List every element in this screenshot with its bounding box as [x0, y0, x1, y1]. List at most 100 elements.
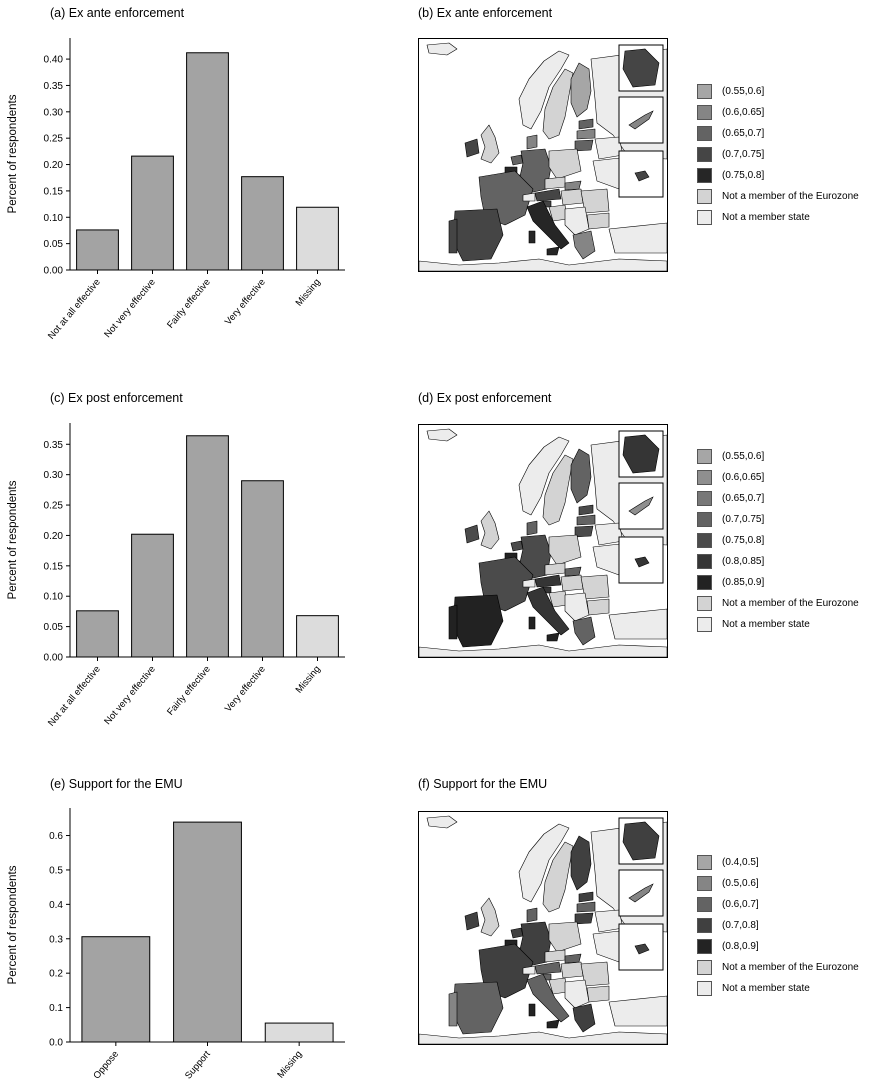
legend-swatch: [697, 876, 712, 891]
country-latvia: [576, 901, 596, 913]
legend-swatch: [697, 210, 712, 225]
y-tick-label: 0.20: [44, 160, 64, 171]
x-tick-label: Support: [183, 1049, 213, 1082]
map-ex-ante: [418, 38, 668, 272]
country-nl: [510, 927, 524, 939]
legend-label: (0.8,0.9]: [722, 941, 759, 952]
legend-label: Not a member state: [722, 619, 810, 630]
country-sicily: [546, 246, 560, 256]
bar-very-effective: [241, 176, 284, 271]
bar-not-very-effective: [131, 533, 174, 658]
y-tick-label: 0.25: [44, 134, 64, 145]
country-romania: [580, 961, 610, 987]
legend-item: (0.6,0.65]: [697, 467, 859, 488]
legend-item: Not a member state: [697, 614, 859, 635]
legend-item: (0.5,0.6]: [697, 873, 859, 894]
country-poland: [548, 148, 582, 180]
legend-item: (0.7,0.75]: [697, 509, 859, 530]
country-greece: [572, 1003, 596, 1033]
bar-chart-ex-post: 0.00 0.05 0.10 0.15 0.20 0.25 0.30 0.35 Percent …: [7, 423, 345, 729]
legend-item: (0.65,0.7]: [697, 123, 859, 144]
country-denmark: [526, 134, 538, 150]
map-legend-emu-support: (0.4,0.5] (0.5,0.6] (0.6,0.7] (0.7,0.8] (0.8…: [697, 852, 859, 999]
legend-label: (0.7,0.8]: [722, 920, 759, 931]
country-italy: [526, 586, 570, 636]
country-bulgaria: [586, 598, 610, 616]
country-hungary: [560, 188, 584, 206]
legend-label: (0.75,0.8]: [722, 535, 765, 546]
y-tick-label: 0.15: [44, 561, 64, 572]
country-africa: [419, 644, 667, 657]
x-tick-label: Not at all effective: [46, 664, 103, 729]
legend-item: (0.85,0.9]: [697, 572, 859, 593]
y-tick-label: 0.20: [44, 531, 64, 542]
country-africa: [419, 258, 667, 271]
country-switz: [522, 965, 536, 975]
legend-item: (0.75,0.8]: [697, 165, 859, 186]
country-sicily: [546, 1019, 560, 1029]
legend-item: (0.55,0.6]: [697, 446, 859, 467]
legend-swatch: [697, 939, 712, 954]
bar-not-very-effective: [131, 155, 174, 271]
country-switz: [522, 578, 536, 588]
legend-swatch: [697, 533, 712, 548]
country-nl: [510, 154, 524, 166]
legend-item: Not a member state: [697, 207, 859, 228]
y-tick-label: 0.35: [44, 81, 64, 92]
country-uk: [480, 897, 500, 937]
legend-label: (0.5,0.6]: [722, 878, 759, 889]
country-estonia: [578, 504, 594, 516]
country-switz: [522, 192, 536, 202]
y-tick-label: 0.1: [49, 1003, 63, 1014]
y-tick-label: 0.15: [44, 186, 64, 197]
bar-very-effective: [241, 480, 284, 658]
legend-label: Not a member of the Eurozone: [722, 962, 859, 973]
legend-label: Not a member of the Eurozone: [722, 191, 859, 202]
y-tick-label: 0.0: [49, 1038, 63, 1049]
legend-label: (0.6,0.65]: [722, 107, 765, 118]
legend-swatch: [697, 105, 712, 120]
country-germany: [518, 921, 552, 967]
country-iceland: [426, 815, 458, 829]
x-tick-label: Missing: [294, 664, 323, 696]
legend-item: Not a member of the Eurozone: [697, 593, 859, 614]
inset-cyprus-shape: [628, 496, 654, 516]
bar-chart-emu-support: 0.0 0.1 0.2 0.3 0.4 0.5 0.6 Percent of responde…: [7, 808, 345, 1082]
bar-not-at-all-effective: [76, 229, 119, 271]
legend-label: (0.8,0.85]: [722, 556, 765, 567]
legend-swatch: [697, 596, 712, 611]
country-germany: [518, 534, 552, 580]
bar-fairly-effective: [186, 435, 229, 658]
x-tick-label: Not very effective: [102, 664, 157, 727]
inset-finland-detail-shape: [622, 821, 660, 861]
inset-malta-shape: [634, 943, 650, 955]
country-poland: [548, 921, 582, 953]
country-norway: [518, 50, 570, 130]
country-finland: [570, 62, 592, 118]
legend-item: (0.65,0.7]: [697, 488, 859, 509]
panel-title-e: (e) Support for the EMU: [50, 777, 183, 791]
country-uk: [480, 124, 500, 164]
x-tick-label: Very effective: [223, 277, 268, 328]
country-iceland: [426, 42, 458, 56]
country-uk: [480, 510, 500, 550]
country-austria: [534, 574, 562, 588]
country-hungary: [560, 574, 584, 592]
bar-fairly-effective: [186, 52, 229, 271]
y-tick-label: 0.00: [44, 653, 64, 664]
country-czech: [544, 949, 566, 963]
legend-swatch: [697, 168, 712, 183]
x-tick-label: Fairly effective: [165, 277, 213, 331]
country-norway: [518, 823, 570, 903]
legend-item: (0.75,0.8]: [697, 530, 859, 551]
country-balkans: [564, 979, 590, 1009]
x-tick-label: Oppose: [91, 1049, 121, 1082]
legend-label: Not a member state: [722, 983, 810, 994]
y-tick-label: 0.35: [44, 440, 64, 451]
legend-label: (0.6,0.65]: [722, 472, 765, 483]
legend-swatch: [697, 147, 712, 162]
country-austria: [534, 188, 562, 202]
legend-swatch: [697, 855, 712, 870]
bar-chart-ex-ante: 0.00 0.05 0.10 0.15 0.20 0.25 0.30 0.35 0.40 Perc…: [7, 38, 345, 342]
country-estonia: [578, 118, 594, 130]
